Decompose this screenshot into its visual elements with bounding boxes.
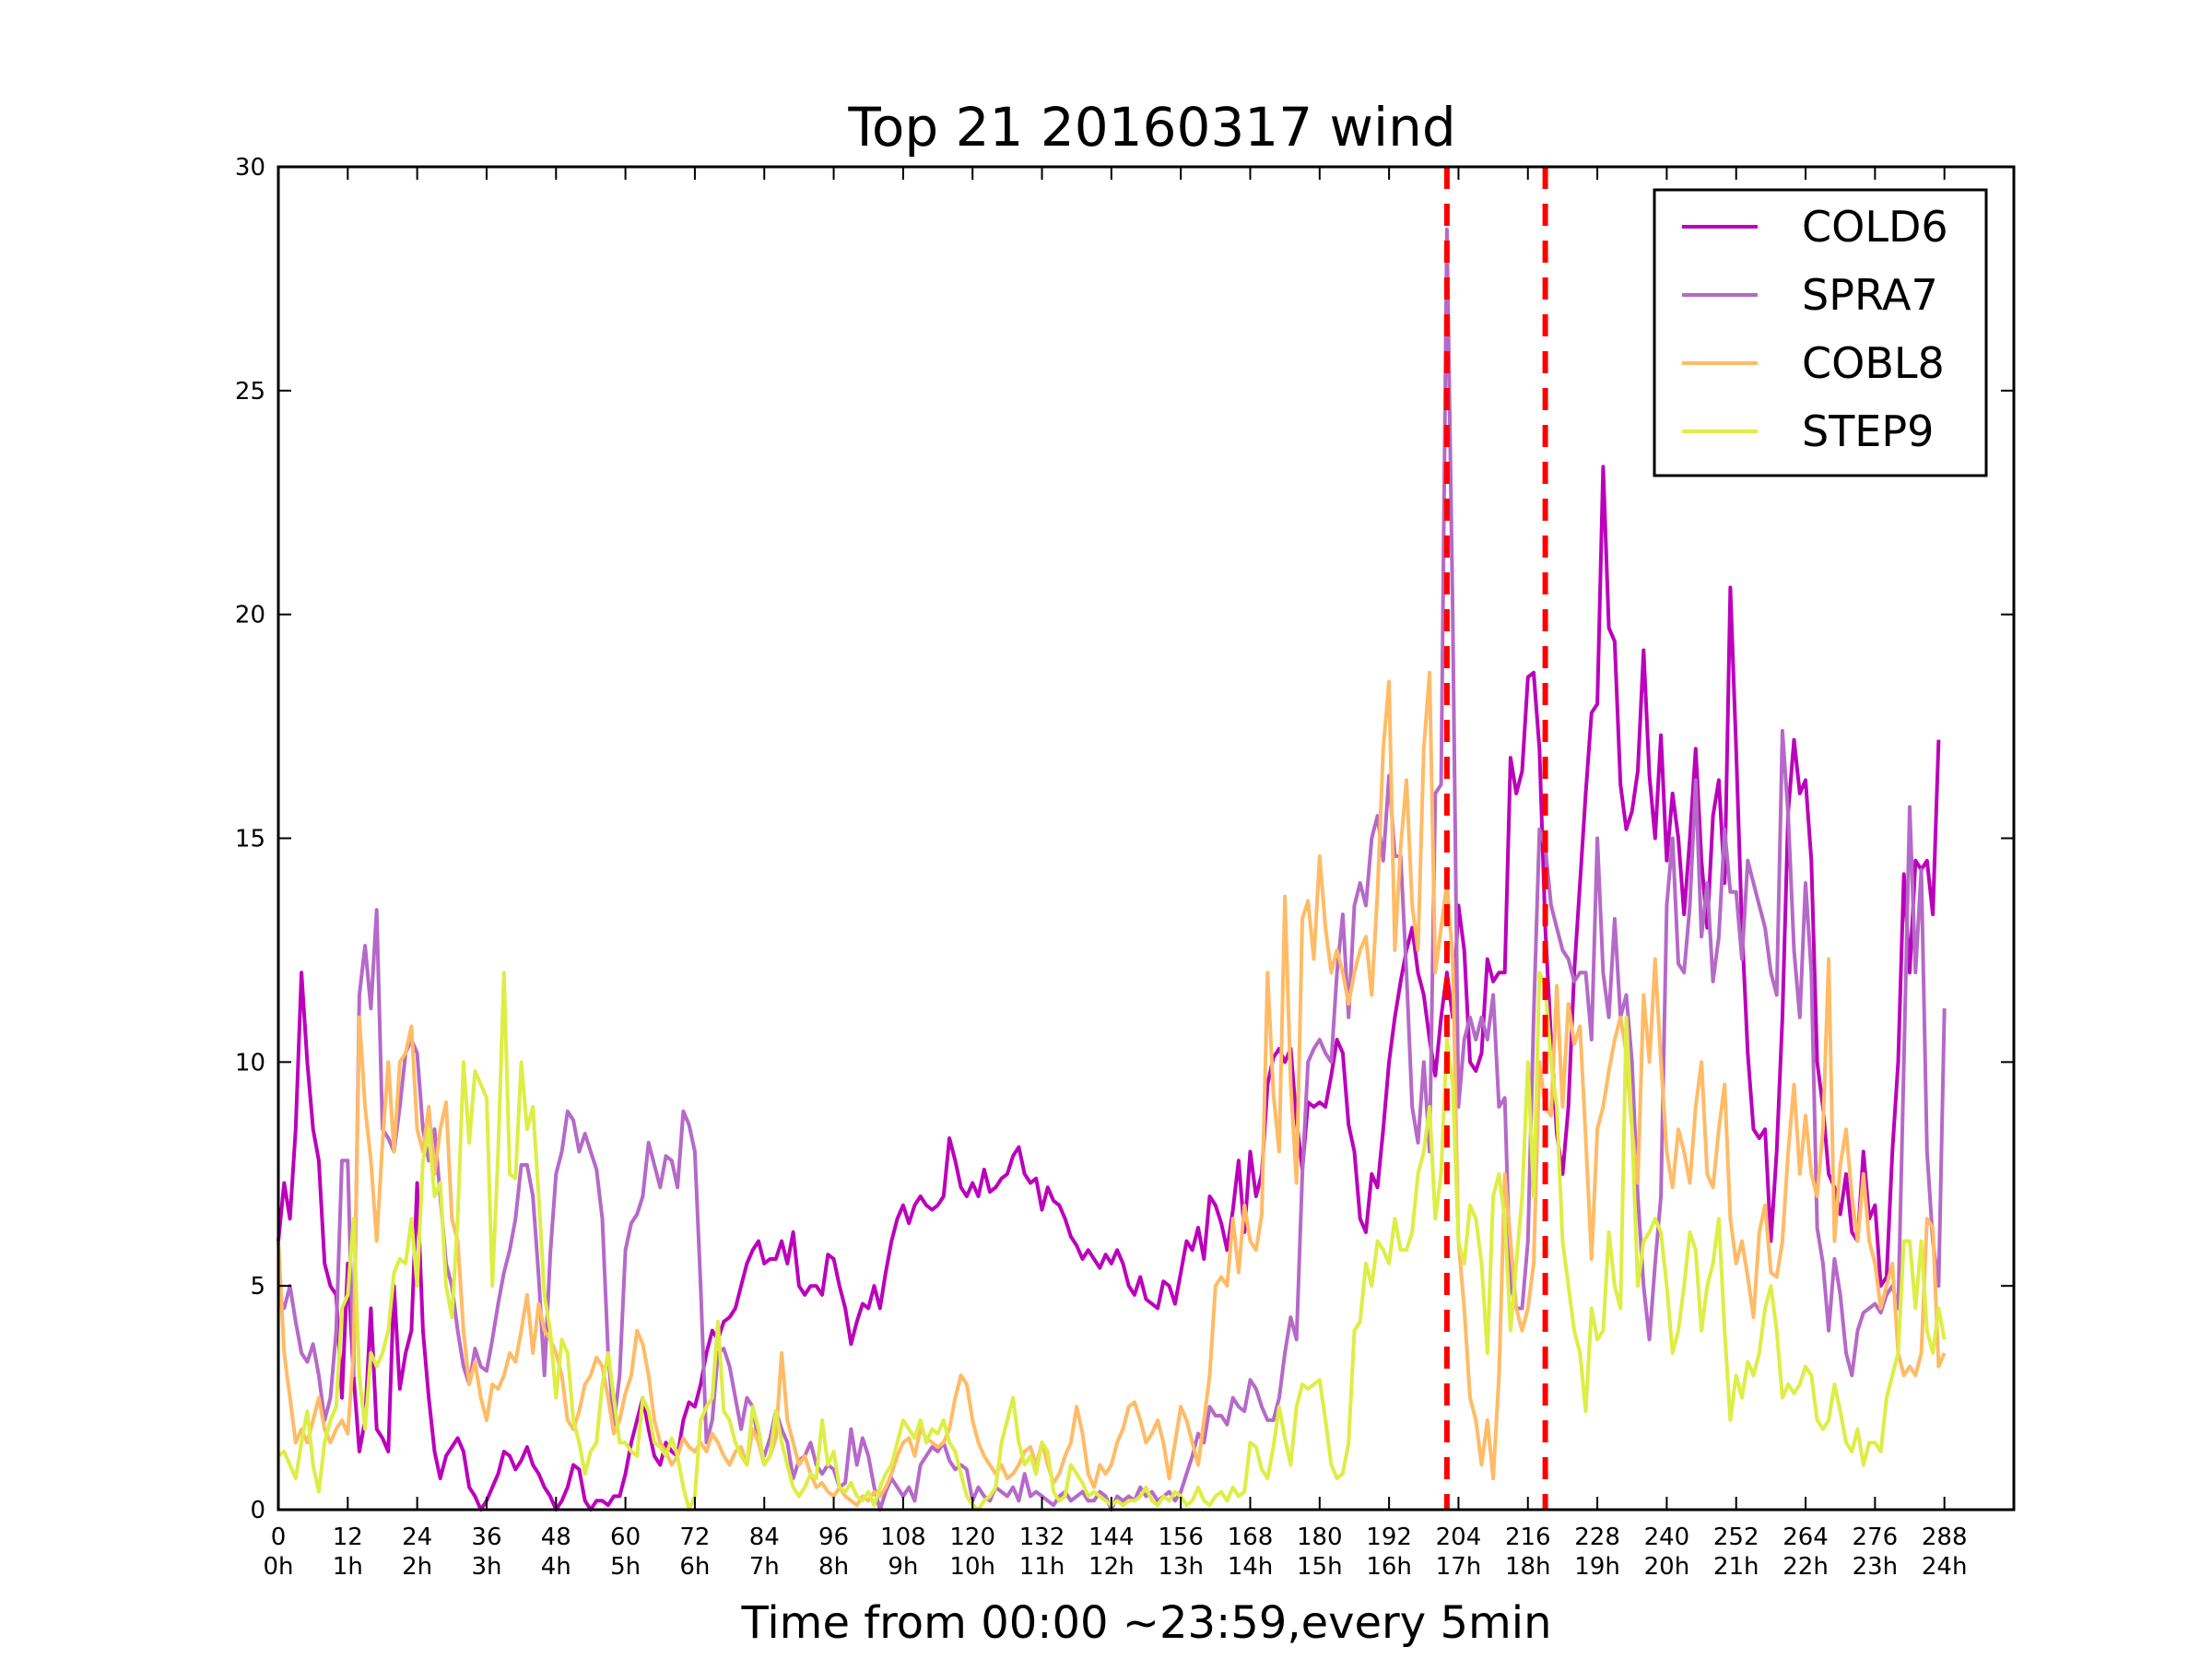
x-tick-label: 24	[402, 1524, 432, 1551]
x-tick-sublabel: 5h	[610, 1553, 641, 1581]
x-tick-sublabel: 22h	[1783, 1553, 1829, 1581]
y-tick-label: 5	[250, 1273, 265, 1300]
x-tick-label: 0	[271, 1524, 287, 1551]
x-tick-label: 96	[818, 1524, 849, 1551]
x-tick-sublabel: 1h	[333, 1553, 363, 1581]
x-tick-label: 156	[1158, 1524, 1204, 1551]
x-tick-label: 120	[949, 1524, 995, 1551]
x-tick-label: 60	[610, 1524, 641, 1551]
x-tick-sublabel: 14h	[1228, 1553, 1274, 1581]
marker-lines	[1443, 167, 1548, 1510]
legend-label: SPRA7	[1802, 270, 1938, 320]
x-tick-sublabel: 17h	[1436, 1553, 1482, 1581]
x-tick-sublabel: 10h	[949, 1553, 995, 1581]
x-tick-sublabel: 19h	[1574, 1553, 1620, 1581]
x-tick-label: 192	[1366, 1524, 1412, 1551]
x-tick-sublabel: 7h	[749, 1553, 780, 1581]
x-tick-label: 168	[1228, 1524, 1274, 1551]
y-tick-label: 15	[235, 826, 265, 853]
x-tick-sublabel: 9h	[888, 1553, 918, 1581]
x-tick-sublabel: 23h	[1853, 1553, 1899, 1581]
x-tick-label: 216	[1505, 1524, 1551, 1551]
x-tick-label: 84	[749, 1524, 780, 1551]
legend-box	[1653, 188, 1988, 477]
x-tick-sublabel: 12h	[1088, 1553, 1135, 1581]
x-tick-label: 264	[1783, 1524, 1829, 1551]
x-tick-sublabel: 20h	[1644, 1553, 1690, 1581]
x-tick-sublabel: 15h	[1297, 1553, 1343, 1581]
x-tick-sublabel: 2h	[402, 1553, 432, 1581]
x-tick-sublabel: 13h	[1158, 1553, 1204, 1581]
x-tick-label: 276	[1853, 1524, 1899, 1551]
x-tick-sublabel: 18h	[1505, 1553, 1551, 1581]
x-tick-sublabel: 4h	[541, 1553, 571, 1581]
x-tick-sublabel: 8h	[818, 1553, 849, 1581]
chart-title: Top 21 20160317 wind	[847, 96, 1455, 159]
x-tick-label: 108	[880, 1524, 926, 1551]
x-tick-label: 12	[333, 1524, 363, 1551]
x-tick-label: 204	[1436, 1524, 1482, 1551]
x-tick-sublabel: 24h	[1922, 1553, 1968, 1581]
x-tick-label: 228	[1574, 1524, 1620, 1551]
y-axis: 0 5 10 15 20 25 30	[235, 154, 2014, 1524]
y-tick-label: 10	[235, 1049, 265, 1077]
x-tick-label: 180	[1297, 1524, 1343, 1551]
legend: COLD6 SPRA7 COBL8 STEP9	[1653, 188, 1988, 477]
x-tick-sublabel: 3h	[471, 1553, 501, 1581]
x-tick-label: 288	[1922, 1524, 1968, 1551]
x-tick-label: 240	[1644, 1524, 1690, 1551]
legend-label: STEP9	[1802, 406, 1934, 456]
legend-label: COLD6	[1802, 202, 1948, 252]
x-tick-label: 72	[679, 1524, 710, 1551]
y-tick-label: 0	[250, 1497, 265, 1524]
x-tick-sublabel: 0h	[263, 1553, 293, 1581]
x-tick-label: 36	[471, 1524, 501, 1551]
y-tick-label: 20	[235, 602, 265, 629]
x-tick-label: 132	[1019, 1524, 1065, 1551]
x-tick-sublabel: 11h	[1019, 1553, 1065, 1581]
x-tick-label: 252	[1713, 1524, 1759, 1551]
x-tick-label: 48	[541, 1524, 571, 1551]
y-tick-label: 30	[235, 154, 265, 182]
y-tick-label: 25	[235, 378, 265, 406]
x-axis-label: Time from 00:00 ~23:59,every 5min	[741, 1597, 1552, 1649]
x-tick-sublabel: 6h	[679, 1553, 710, 1581]
x-tick-label: 144	[1088, 1524, 1135, 1551]
series-line-cold6	[276, 465, 1941, 1512]
x-tick-sublabel: 16h	[1366, 1553, 1412, 1581]
series-line-cobl8	[276, 670, 1947, 1508]
x-tick-sublabel: 21h	[1713, 1553, 1759, 1581]
legend-label: COBL8	[1802, 338, 1945, 388]
